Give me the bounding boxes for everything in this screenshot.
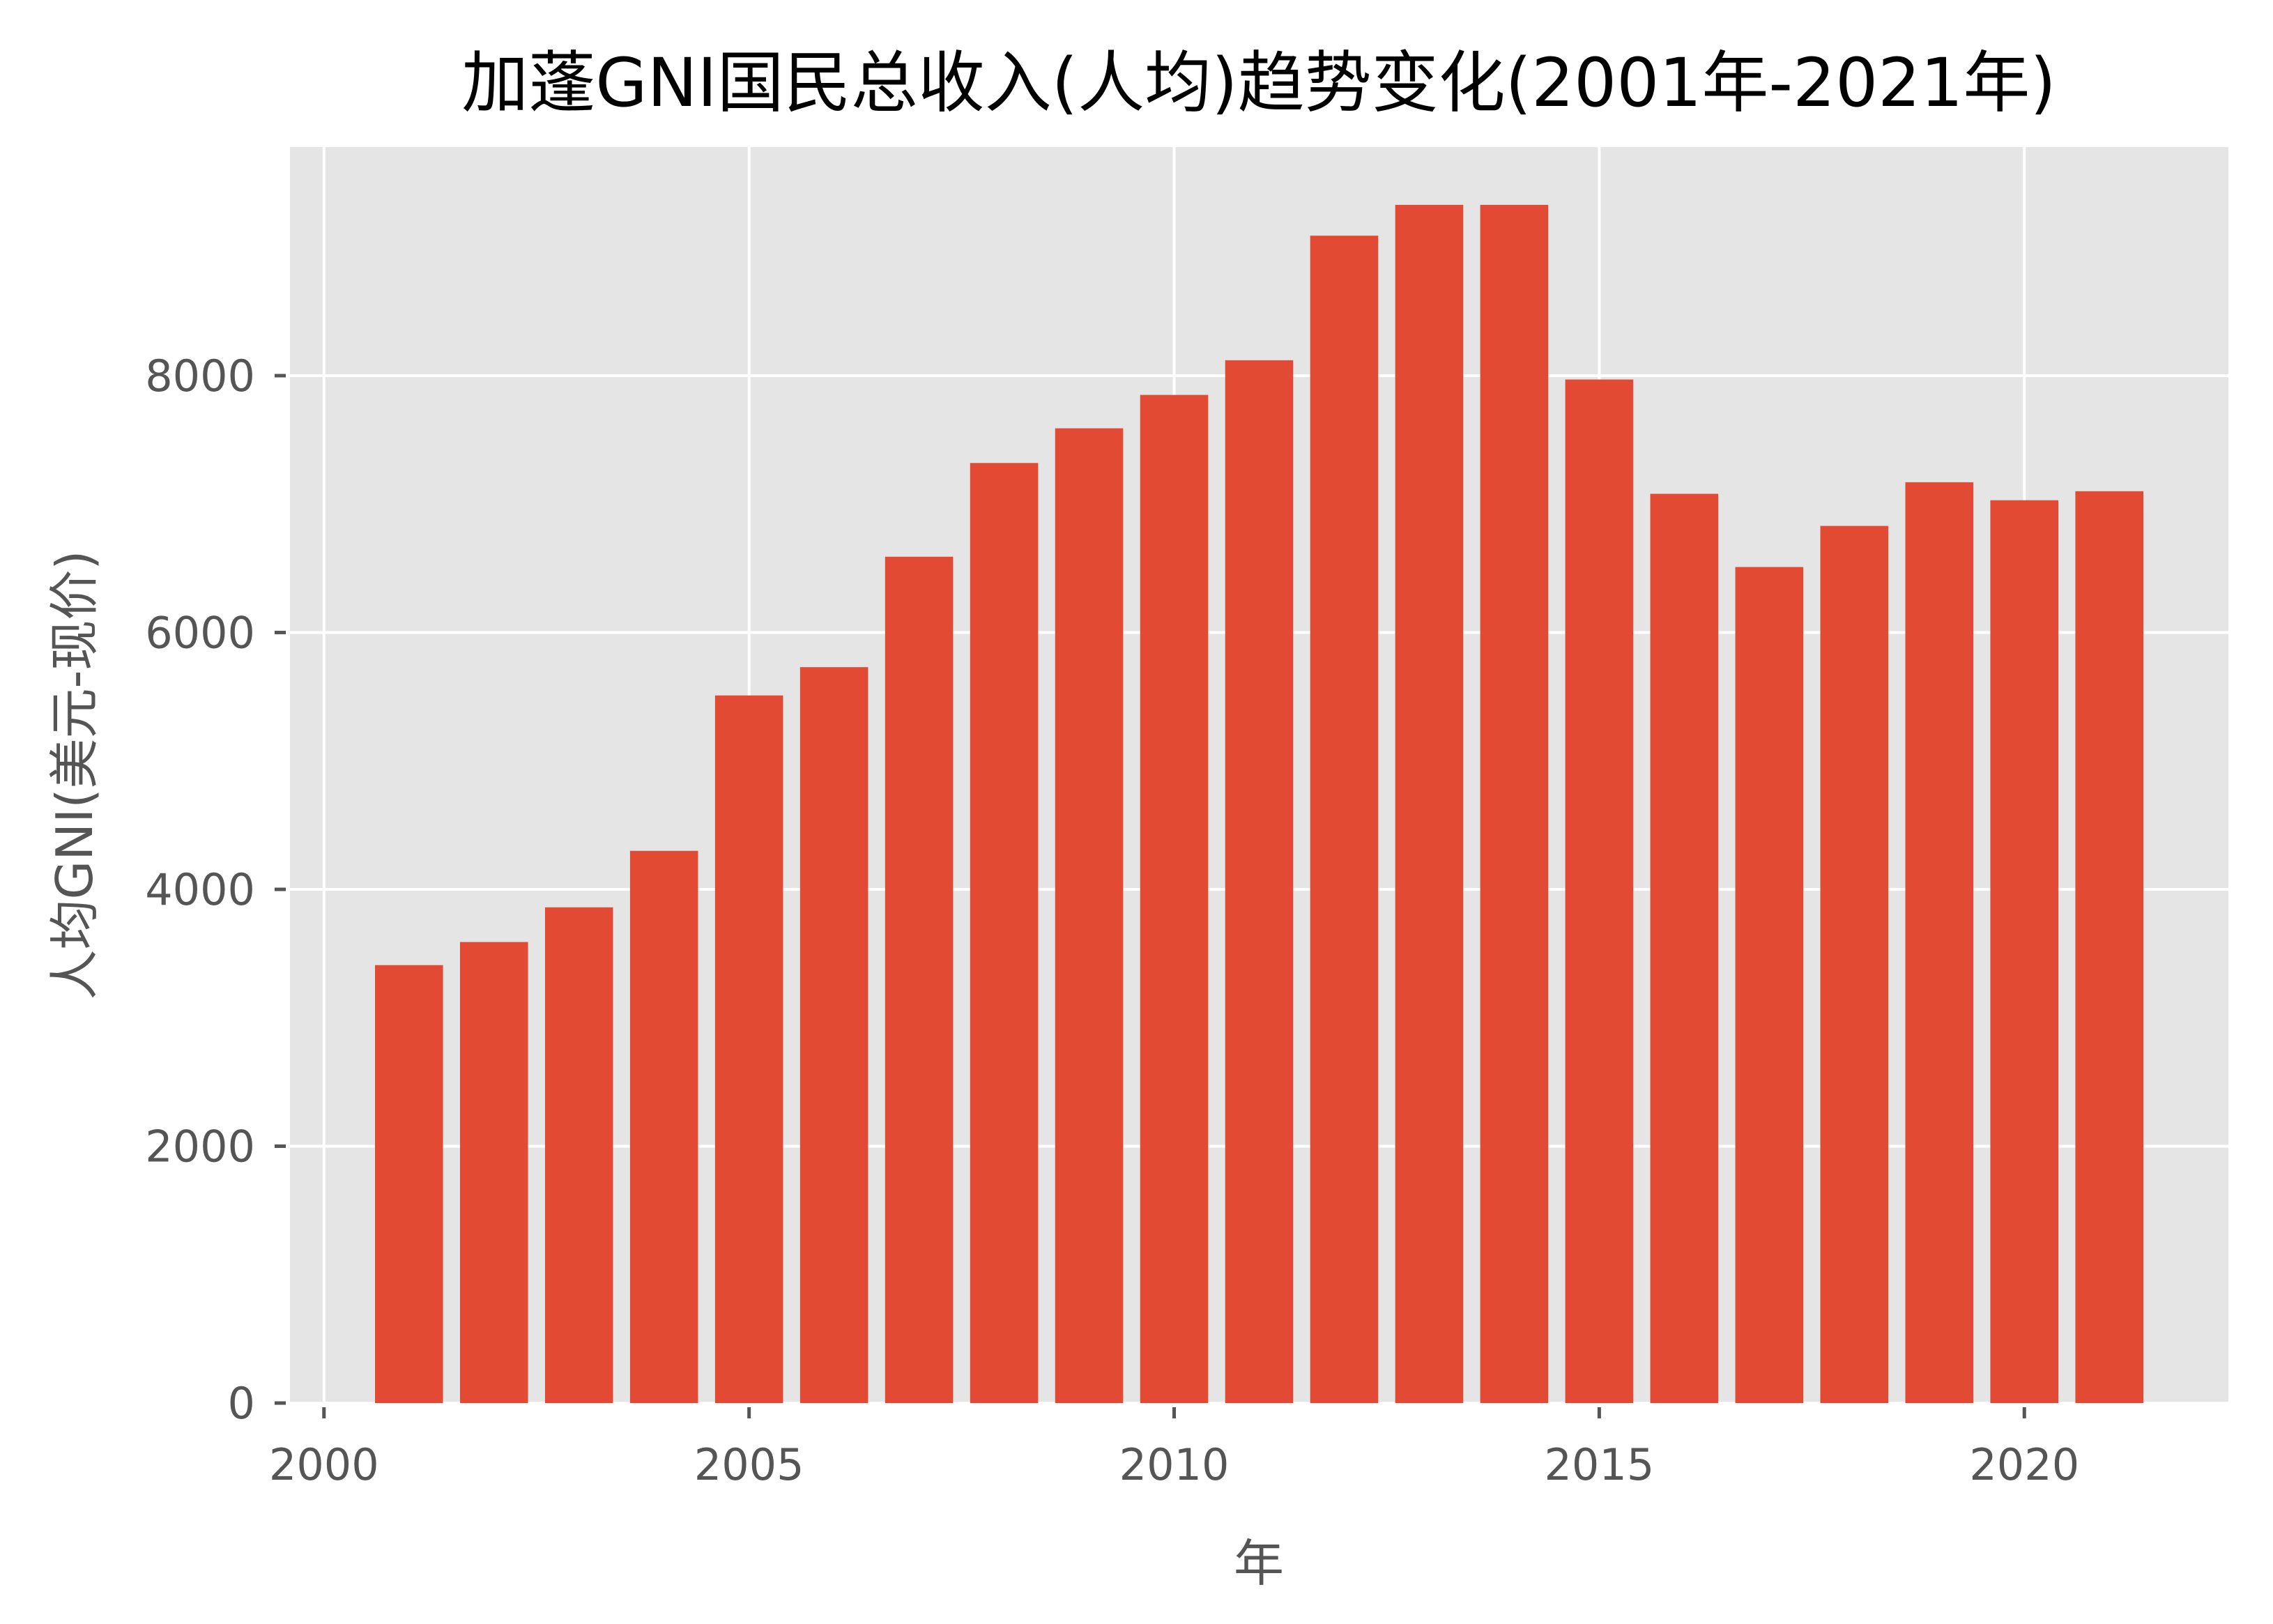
bar-2020: [1990, 500, 2059, 1404]
bar-2014: [1480, 204, 1549, 1404]
y-axis: 0 2000 4000 6000 8000: [145, 351, 286, 1429]
x-axis: 2000 2005 2010 2015 2020: [269, 1407, 2079, 1490]
x-tick-label: 2015: [1544, 1439, 1654, 1490]
bar-2004: [629, 850, 698, 1403]
bar-2009: [1055, 428, 1124, 1403]
y-tick-label: 2000: [145, 1121, 255, 1172]
chart-title: 加蓬GNI国民总收入(人均)趋势变化(2001年-2021年): [461, 44, 2056, 122]
bar-2006: [799, 667, 868, 1403]
bar-2013: [1395, 204, 1464, 1404]
y-tick-label: 4000: [145, 864, 255, 915]
x-axis-label: 年: [1234, 1534, 1284, 1593]
bar-2005: [714, 695, 783, 1403]
bars: [374, 204, 2144, 1404]
y-tick-label: 6000: [145, 607, 255, 658]
x-tick-label: 2000: [269, 1439, 379, 1490]
bar-2007: [885, 556, 954, 1403]
x-tick-label: 2005: [694, 1439, 804, 1490]
bar-2008: [970, 463, 1039, 1403]
y-axis-label: 人均GNI(美元-现价): [45, 550, 104, 999]
x-tick-label: 2010: [1119, 1439, 1230, 1490]
bar-2001: [374, 965, 443, 1403]
y-tick-label: 0: [228, 1378, 255, 1429]
bar-2017: [1735, 567, 1804, 1403]
bar-2012: [1310, 236, 1379, 1403]
bar-2016: [1650, 493, 1719, 1404]
bar-2002: [459, 942, 528, 1403]
bar-2003: [544, 907, 613, 1403]
bar-2011: [1225, 360, 1294, 1403]
bar-2019: [1905, 482, 1974, 1403]
y-tick-label: 8000: [145, 351, 255, 401]
x-tick-label: 2020: [1969, 1439, 2079, 1490]
bar-2018: [1820, 526, 1889, 1403]
bar-2015: [1565, 379, 1634, 1403]
bar-2021: [2075, 491, 2144, 1403]
bar-2010: [1140, 394, 1209, 1404]
